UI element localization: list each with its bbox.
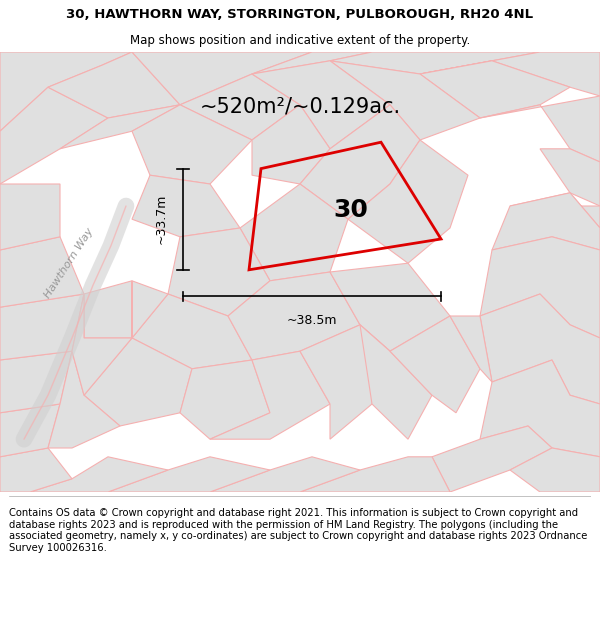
Polygon shape bbox=[180, 360, 270, 439]
Polygon shape bbox=[492, 192, 600, 250]
Polygon shape bbox=[132, 105, 252, 184]
Polygon shape bbox=[0, 404, 60, 457]
Polygon shape bbox=[480, 294, 600, 404]
Polygon shape bbox=[300, 325, 390, 439]
Polygon shape bbox=[330, 61, 480, 140]
Polygon shape bbox=[132, 52, 312, 105]
Polygon shape bbox=[510, 192, 600, 228]
Polygon shape bbox=[432, 426, 552, 492]
Polygon shape bbox=[252, 52, 372, 74]
Polygon shape bbox=[72, 281, 132, 395]
Polygon shape bbox=[348, 140, 468, 263]
Polygon shape bbox=[0, 88, 108, 184]
Polygon shape bbox=[240, 184, 348, 281]
Polygon shape bbox=[390, 316, 480, 412]
Polygon shape bbox=[84, 338, 192, 426]
Polygon shape bbox=[420, 61, 570, 118]
Text: ~33.7m: ~33.7m bbox=[155, 194, 168, 244]
Polygon shape bbox=[108, 457, 270, 492]
Polygon shape bbox=[210, 351, 330, 439]
Polygon shape bbox=[0, 52, 132, 131]
Polygon shape bbox=[0, 184, 60, 250]
Polygon shape bbox=[210, 457, 360, 492]
Polygon shape bbox=[30, 457, 168, 492]
Text: Hawthorn Way: Hawthorn Way bbox=[43, 226, 95, 300]
Polygon shape bbox=[420, 52, 600, 96]
Text: 30: 30 bbox=[334, 198, 368, 222]
Polygon shape bbox=[252, 105, 330, 184]
Text: Map shows position and indicative extent of the property.: Map shows position and indicative extent… bbox=[130, 34, 470, 47]
Polygon shape bbox=[480, 237, 600, 338]
Polygon shape bbox=[300, 457, 450, 492]
Polygon shape bbox=[330, 263, 450, 351]
Polygon shape bbox=[132, 175, 240, 237]
Polygon shape bbox=[0, 237, 84, 308]
Text: Contains OS data © Crown copyright and database right 2021. This information is : Contains OS data © Crown copyright and d… bbox=[9, 508, 587, 552]
Polygon shape bbox=[510, 448, 600, 492]
Polygon shape bbox=[0, 294, 84, 360]
Text: ~520m²/~0.129ac.: ~520m²/~0.129ac. bbox=[199, 97, 401, 117]
Polygon shape bbox=[540, 149, 600, 206]
Polygon shape bbox=[480, 96, 600, 162]
Polygon shape bbox=[180, 74, 300, 140]
Text: 30, HAWTHORN WAY, STORRINGTON, PULBOROUGH, RH20 4NL: 30, HAWTHORN WAY, STORRINGTON, PULBOROUG… bbox=[67, 8, 533, 21]
Polygon shape bbox=[228, 272, 360, 360]
Polygon shape bbox=[0, 448, 72, 492]
Polygon shape bbox=[252, 61, 390, 149]
Polygon shape bbox=[84, 281, 168, 338]
Polygon shape bbox=[480, 360, 600, 457]
Text: ~38.5m: ~38.5m bbox=[287, 314, 337, 327]
Polygon shape bbox=[450, 316, 492, 382]
Polygon shape bbox=[132, 294, 252, 369]
Polygon shape bbox=[360, 325, 432, 439]
Polygon shape bbox=[60, 105, 180, 149]
Polygon shape bbox=[48, 351, 120, 448]
Polygon shape bbox=[300, 105, 420, 219]
Polygon shape bbox=[330, 52, 540, 74]
Polygon shape bbox=[48, 52, 180, 118]
Polygon shape bbox=[0, 351, 72, 413]
Polygon shape bbox=[168, 228, 270, 316]
